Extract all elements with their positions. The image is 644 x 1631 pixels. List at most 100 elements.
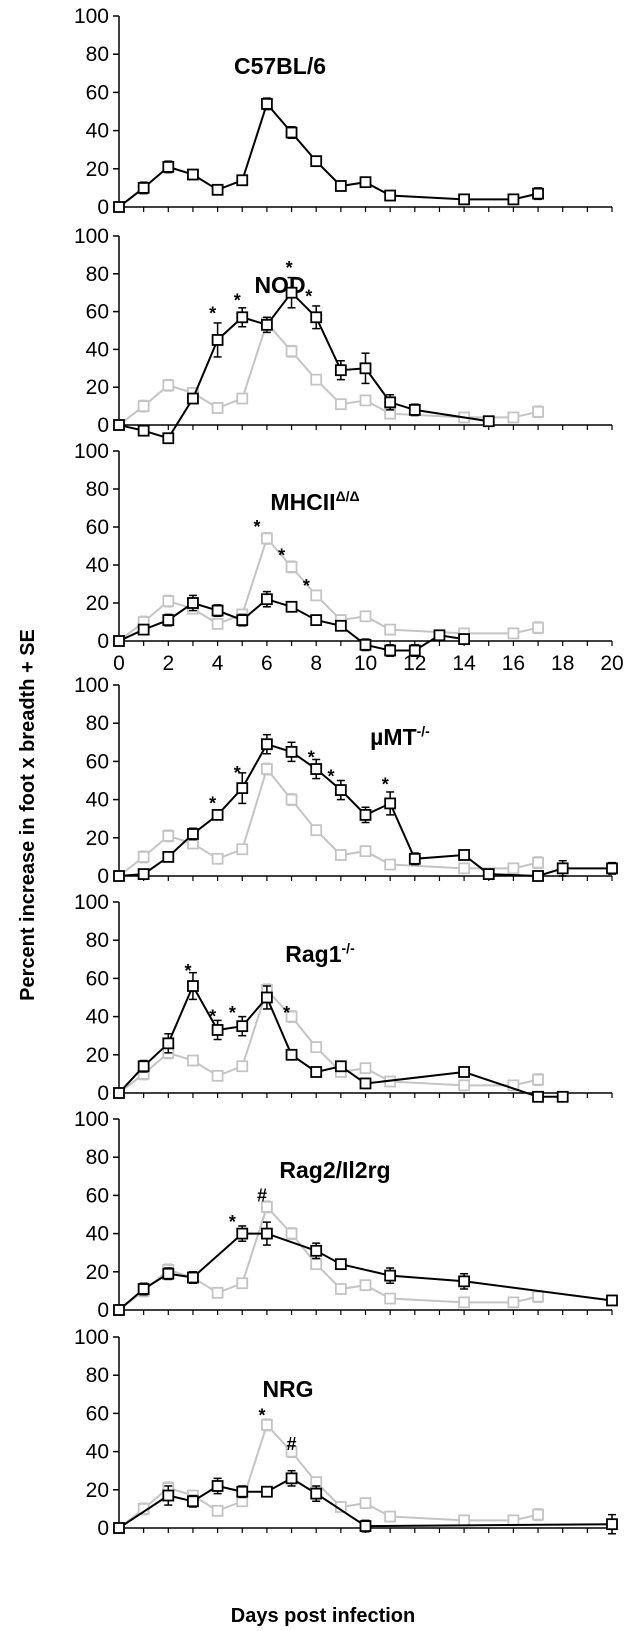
- y-tick-label: 60: [86, 750, 109, 773]
- data-point: [211, 1504, 224, 1517]
- data-point: [458, 1066, 471, 1078]
- data-point: [359, 1520, 372, 1532]
- data-point: [359, 638, 372, 651]
- significance-marker: *: [286, 258, 293, 278]
- data-point: [162, 829, 175, 842]
- data-point: [285, 126, 298, 139]
- data-point: [137, 868, 150, 880]
- data-point: [236, 1020, 249, 1033]
- panel: 0 20 40 60 80 100 Rag2/Il2rg * #: [74, 1108, 618, 1322]
- data-point: [334, 180, 347, 192]
- series-reference: [113, 983, 544, 1099]
- significance-marker: *: [254, 517, 261, 537]
- y-tick-label: 20: [86, 1044, 109, 1067]
- panel: 0 20 40 60 80 100 µMT-/- * * * * *: [74, 674, 618, 888]
- data-point: [532, 870, 544, 882]
- y-tick-label: 80: [86, 43, 109, 66]
- significance-marker: #: [257, 1185, 267, 1205]
- y-tick-label: 0: [97, 1517, 109, 1540]
- series-line: [118, 987, 539, 1094]
- data-point: [310, 1487, 323, 1500]
- data-point: [211, 852, 224, 865]
- data-point: [310, 1066, 323, 1078]
- data-point: [113, 1522, 125, 1534]
- data-point: [162, 595, 175, 607]
- data-point: [236, 614, 249, 626]
- panel-title: NRG: [262, 1376, 313, 1402]
- data-point: [334, 1283, 347, 1295]
- data-point: [187, 168, 199, 181]
- significance-marker: *: [229, 1212, 236, 1232]
- y-tick-label: 100: [74, 1108, 109, 1131]
- data-point: [162, 851, 175, 863]
- panel: 0 20 40 60 80 100 C57BL/6: [74, 5, 613, 219]
- data-point: [211, 1069, 224, 1082]
- data-point: [211, 1024, 224, 1036]
- data-point: [113, 870, 125, 882]
- data-point: [384, 644, 397, 657]
- data-point: [359, 394, 372, 407]
- data-point: [285, 1048, 298, 1061]
- data-point: [359, 1077, 372, 1090]
- data-point: [260, 593, 273, 606]
- data-point: [113, 635, 125, 647]
- data-point: [310, 373, 323, 386]
- data-point: [507, 1296, 520, 1309]
- y-tick-label: 80: [86, 712, 109, 735]
- data-point: [236, 843, 249, 856]
- series-strain: [113, 276, 495, 445]
- data-point: [310, 614, 323, 626]
- data-point: [137, 1060, 150, 1073]
- data-point: [507, 627, 520, 640]
- data-point: [236, 392, 249, 405]
- data-point: [384, 1510, 397, 1523]
- y-tick-label: 20: [86, 592, 109, 615]
- data-point: [260, 1200, 273, 1213]
- data-point: [310, 155, 323, 168]
- panel-title: µMT-/-: [370, 723, 430, 750]
- y-tick-label: 0: [97, 1082, 109, 1105]
- significance-marker: *: [209, 793, 216, 813]
- y-tick-label: 100: [74, 440, 109, 463]
- x-tick-label: 14: [452, 652, 476, 675]
- data-point: [285, 793, 298, 806]
- data-point: [187, 980, 199, 992]
- significance-marker: *: [209, 1007, 216, 1027]
- panel: 0 20 40 60 80 100 0 2 4 6 8 10 12 14 16 18 20 MHCIIΔ/Δ * * *: [74, 440, 624, 675]
- data-point: [211, 334, 224, 346]
- y-tick-label: 60: [86, 81, 109, 104]
- y-tick-label: 100: [74, 5, 109, 28]
- y-tick-label: 0: [97, 865, 109, 888]
- data-point: [482, 868, 495, 880]
- data-point: [285, 1445, 298, 1458]
- data-point: [236, 1227, 249, 1240]
- data-point: [285, 745, 298, 758]
- data-point: [260, 532, 273, 545]
- data-point: [260, 1485, 273, 1498]
- data-point: [260, 318, 273, 331]
- series-strain: [113, 590, 471, 657]
- series-reference: [113, 1418, 544, 1534]
- data-point: [384, 797, 397, 810]
- data-point: [137, 400, 150, 413]
- data-point: [532, 1508, 544, 1521]
- data-point: [507, 411, 520, 424]
- data-point: [507, 1079, 520, 1092]
- data-point: [384, 396, 397, 409]
- data-point: [162, 1037, 175, 1050]
- data-point: [507, 1514, 520, 1527]
- data-point: [310, 1244, 323, 1257]
- data-point: [162, 1267, 175, 1280]
- significance-marker: *: [234, 763, 241, 783]
- data-point: [187, 828, 199, 840]
- data-point: [236, 174, 249, 187]
- y-tick-label: 0: [97, 630, 109, 653]
- panel-title: Rag1-/-: [285, 940, 355, 967]
- significance-marker: #: [287, 1434, 297, 1454]
- y-tick-label: 40: [86, 789, 109, 812]
- data-point: [260, 1227, 273, 1240]
- significance-marker: *: [283, 1003, 290, 1023]
- significance-marker: *: [327, 767, 334, 787]
- data-point: [285, 1010, 298, 1023]
- data-point: [285, 1227, 298, 1240]
